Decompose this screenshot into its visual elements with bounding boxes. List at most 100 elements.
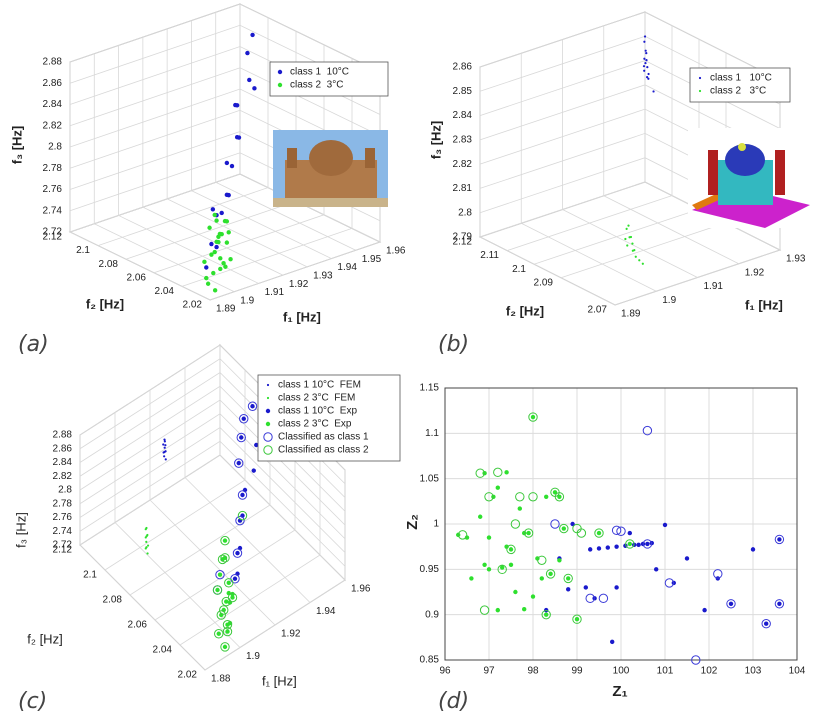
z-tick-label: 2.8 — [58, 485, 72, 496]
data-point — [234, 135, 240, 140]
data-point — [627, 224, 630, 227]
classified-marker — [493, 467, 503, 478]
x-tick-label: 1.94 — [337, 262, 357, 273]
y-axis-label: f₂ [Hz] — [506, 303, 544, 318]
data-point — [643, 57, 646, 60]
data-point — [566, 576, 571, 581]
y-tick-label: 2.1 — [83, 570, 97, 581]
x-axis-label: f₁ [Hz] — [283, 309, 321, 324]
classified-marker — [239, 414, 249, 424]
data-point — [230, 595, 235, 600]
legend: class 1 10°C class 2 3°C — [269, 61, 389, 97]
data-point — [221, 261, 226, 266]
y-tick-label: 2.06 — [128, 620, 148, 631]
panel: (c) — [18, 689, 47, 714]
z-tick-label: 2.76 — [43, 184, 63, 195]
data-point — [522, 607, 527, 612]
x-tick-label: 1.93 — [313, 270, 333, 281]
classified-marker — [523, 528, 534, 538]
data-point — [235, 550, 240, 556]
classified-marker — [475, 468, 485, 478]
y-tick-label: 2.12 — [453, 237, 473, 248]
data-point — [574, 617, 580, 622]
classified-marker — [761, 619, 771, 629]
data-point — [226, 590, 231, 596]
data-point — [254, 442, 259, 448]
data-point — [146, 544, 150, 547]
data-point — [530, 414, 536, 420]
classified-marker — [585, 593, 595, 604]
data-point — [204, 265, 209, 270]
classified-marker — [572, 523, 582, 534]
data-point — [228, 257, 233, 262]
data-point — [486, 535, 492, 540]
y-axis-label: Z₂ — [404, 514, 421, 530]
data-point — [764, 621, 769, 626]
y-tick-label: 1.15 — [420, 383, 440, 394]
data-point — [215, 587, 220, 593]
data-point — [513, 589, 518, 595]
data-point — [252, 86, 257, 91]
classified-marker — [537, 555, 547, 565]
legend-label: class 2 3°C — [290, 80, 343, 91]
grid-line — [69, 3, 381, 73]
data-point — [164, 444, 167, 447]
classified-marker — [726, 599, 736, 609]
classified-marker — [774, 599, 785, 609]
data-point — [504, 470, 509, 475]
data-point — [557, 494, 562, 499]
classified-marker — [497, 564, 507, 575]
data-point — [210, 207, 216, 212]
z-tick-label: 2.86 — [453, 62, 473, 73]
z-tick-label: 2.72 — [43, 227, 63, 238]
z-axis-label: f₃ [Hz] — [9, 126, 24, 165]
data-point — [229, 163, 235, 169]
data-point — [750, 547, 756, 552]
z-tick-label: 2.74 — [43, 205, 63, 216]
y-tick-label: 2.06 — [127, 272, 147, 283]
data-point — [777, 537, 782, 542]
classified-marker — [237, 510, 248, 521]
y-axis-label: f₂ [Hz] — [86, 296, 124, 311]
data-point — [482, 562, 487, 567]
data-point — [233, 102, 238, 108]
y-tick-label: 0.95 — [420, 564, 440, 575]
classified-marker — [219, 605, 229, 615]
data-point — [232, 576, 238, 581]
grid-line — [69, 173, 381, 243]
x-tick-label: 1.89 — [621, 309, 641, 320]
data-point — [544, 494, 549, 499]
legend-box — [269, 61, 389, 97]
data-point — [588, 547, 593, 552]
data-point — [596, 530, 602, 536]
data-point — [508, 547, 514, 552]
x-tick-label: 104 — [789, 666, 806, 677]
data-point — [162, 451, 165, 454]
classified-marker — [515, 492, 525, 502]
legend-label: class 2 3°C — [710, 86, 766, 97]
photo-dome — [309, 140, 353, 176]
data-point — [145, 540, 148, 543]
z-tick-label: 2.8 — [458, 207, 472, 218]
z-axis-label: f₃ [Hz] — [428, 121, 443, 160]
classified-marker — [559, 523, 569, 534]
z-tick-label: 2.84 — [53, 457, 73, 468]
y-tick-label: 2.02 — [183, 300, 203, 311]
z-tick-label: 2.88 — [53, 430, 73, 441]
classified-marker — [484, 492, 494, 502]
x-tick-label: 98 — [527, 666, 539, 677]
classified-marker — [642, 539, 653, 549]
data-point — [504, 544, 509, 549]
data-point — [212, 249, 217, 255]
data-point — [508, 562, 514, 567]
data-point — [647, 72, 650, 76]
classified-marker — [510, 519, 521, 529]
data-point — [144, 528, 147, 531]
classified-marker — [222, 619, 233, 630]
panel: (a) — [18, 332, 49, 357]
z-tick-label: 2.84 — [43, 99, 63, 110]
data-point — [217, 572, 223, 577]
y-tick-label: 0.85 — [420, 655, 440, 666]
data-point — [561, 526, 566, 531]
